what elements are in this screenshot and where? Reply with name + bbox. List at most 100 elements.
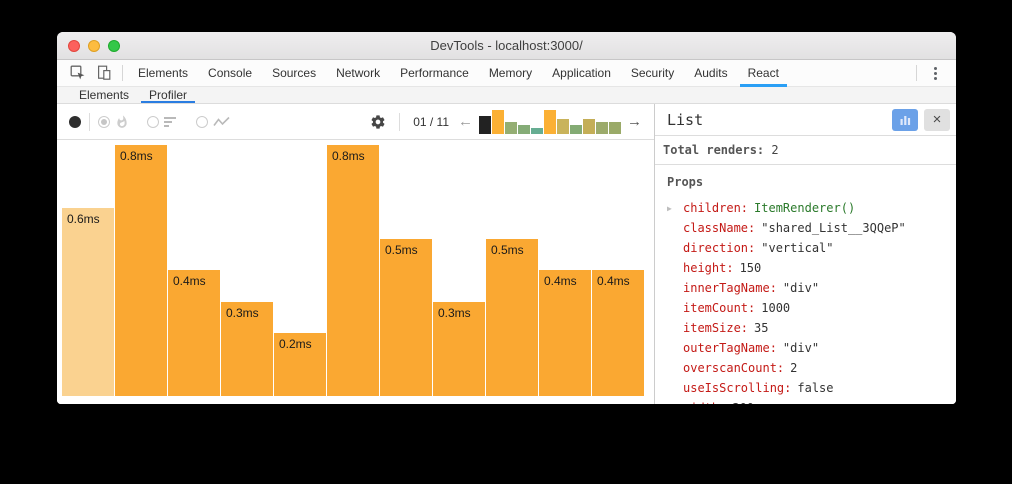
prop-key: innerTagName: xyxy=(683,281,777,295)
commit-minibar-10[interactable] xyxy=(596,121,608,134)
ranked-view-option[interactable] xyxy=(147,115,178,128)
prev-commit-button[interactable]: ← xyxy=(458,113,473,130)
prop-row-innerTagName: innerTagName: "div" xyxy=(667,278,948,298)
props-heading: Props xyxy=(667,175,704,189)
prop-value: "shared_List__3QQeP" xyxy=(761,221,906,235)
commit-bar-duration: 0.3ms xyxy=(226,306,259,320)
prop-row-className: className: "shared_List__3QQeP" xyxy=(667,218,948,238)
profiler-toolbar: 01 / 11 ← → xyxy=(57,104,654,140)
prop-value: 1000 xyxy=(761,301,791,315)
subtab-elements[interactable]: Elements xyxy=(79,88,130,102)
commit-minibar-7[interactable] xyxy=(557,118,569,134)
interactions-radio[interactable] xyxy=(196,115,208,128)
device-toolbar-button[interactable] xyxy=(91,60,117,86)
bar-chart-icon xyxy=(900,115,910,125)
ranked-radio[interactable] xyxy=(147,115,159,128)
minimize-window-button[interactable] xyxy=(88,40,100,52)
close-window-button[interactable] xyxy=(68,40,80,52)
commit-bar-11[interactable]: 0.4ms xyxy=(592,270,644,396)
close-panel-button[interactable]: × xyxy=(924,108,950,131)
commit-bar-6[interactable]: 0.8ms xyxy=(327,145,379,396)
props-section: Props ▶ children: ItemRenderer() className:… xyxy=(655,165,956,404)
tab-audits[interactable]: Audits xyxy=(694,66,728,80)
prop-row-useIsScrolling: useIsScrolling: false xyxy=(667,378,948,398)
settings-gear-icon xyxy=(371,114,385,129)
interactions-view-option[interactable] xyxy=(196,115,230,128)
subtab-profiler[interactable]: Profiler xyxy=(139,87,197,103)
commit-minibar-3[interactable] xyxy=(505,121,517,134)
kebab-menu-icon xyxy=(933,66,937,80)
prop-value: 2 xyxy=(790,361,798,375)
commit-bar-duration: 0.4ms xyxy=(597,274,630,288)
profiler-settings-button[interactable] xyxy=(365,109,391,135)
commit-minibar-5[interactable] xyxy=(531,127,543,134)
prop-row-height: height: 150 xyxy=(667,258,948,278)
commit-bar-3[interactable]: 0.4ms xyxy=(168,270,220,396)
expand-arrow-icon[interactable]: ▶ xyxy=(667,203,672,213)
zoom-window-button[interactable] xyxy=(108,40,120,52)
record-icon[interactable] xyxy=(69,115,81,128)
commit-minibar-8[interactable] xyxy=(570,124,582,134)
commit-bar-4[interactable]: 0.3ms xyxy=(221,302,273,396)
profiler-content: 01 / 11 ← → 0.6ms 0.8ms 0.4ms 0.3ms 0.2ms 0.8… xyxy=(57,104,956,404)
prop-row-children: ▶ children: ItemRenderer() xyxy=(667,198,948,218)
prop-value: ItemRenderer() xyxy=(754,201,856,215)
tab-memory[interactable]: Memory xyxy=(488,66,533,80)
traffic-lights xyxy=(68,40,120,52)
commit-bar-1[interactable]: 0.6ms xyxy=(62,208,114,396)
prop-key: useIsScrolling: xyxy=(683,381,792,395)
flame-icon xyxy=(117,114,127,128)
prop-key: direction: xyxy=(683,241,756,255)
profiler-toolbar-divider xyxy=(89,112,90,131)
commit-bar-10[interactable]: 0.4ms xyxy=(539,270,591,396)
commit-bar-7[interactable]: 0.5ms xyxy=(380,239,432,396)
inspect-element-button[interactable] xyxy=(65,60,91,86)
commit-minibar-2[interactable] xyxy=(492,109,504,134)
prop-row-outerTagName: outerTagName: "div" xyxy=(667,338,948,358)
commit-bar-2[interactable]: 0.8ms xyxy=(115,145,167,396)
toolbar-divider-right xyxy=(916,65,917,81)
commit-bar-duration: 0.2ms xyxy=(279,337,312,351)
prop-value: 150 xyxy=(739,261,762,275)
tab-application[interactable]: Application xyxy=(552,66,611,80)
prop-value: "vertical" xyxy=(761,241,834,255)
component-chart-button[interactable] xyxy=(892,108,918,131)
devtools-toolbar: Elements Console Sources Network Performance… xyxy=(57,60,956,87)
component-details-panel: List × Total renders: 2 Props ▶ c xyxy=(655,104,956,404)
commit-bar-5[interactable]: 0.2ms xyxy=(274,333,326,396)
ranked-icon xyxy=(164,116,176,127)
tab-react[interactable]: React xyxy=(738,60,789,87)
profiler-toolbar-divider2 xyxy=(399,112,401,131)
commit-minibar-1[interactable] xyxy=(479,115,491,134)
window-titlebar[interactable]: DevTools - localhost:3000/ xyxy=(57,32,956,60)
commit-minibar-4[interactable] xyxy=(518,124,530,134)
tab-sources[interactable]: Sources xyxy=(272,66,317,80)
commit-minichart xyxy=(479,109,621,134)
commit-bar-8[interactable]: 0.3ms xyxy=(433,302,485,396)
commit-minibar-6[interactable] xyxy=(544,109,556,134)
tab-network[interactable]: Network xyxy=(336,66,381,80)
prop-row-direction: direction: "vertical" xyxy=(667,238,948,258)
tab-console[interactable]: Console xyxy=(208,66,253,80)
prop-key: overscanCount: xyxy=(683,361,785,375)
commit-bar-duration: 0.4ms xyxy=(544,274,577,288)
next-commit-button[interactable]: → xyxy=(627,113,642,130)
device-toggle-icon xyxy=(97,65,111,80)
tab-elements[interactable]: Elements xyxy=(138,66,189,80)
prop-key: children: xyxy=(683,201,749,215)
devtools-menu-button[interactable] xyxy=(922,60,948,86)
commit-minibar-11[interactable] xyxy=(609,121,621,134)
devtools-window: DevTools - localhost:3000/ Elements Conso… xyxy=(57,32,956,404)
tab-performance[interactable]: Performance xyxy=(400,66,469,80)
close-icon: × xyxy=(932,111,942,128)
profiler-main-area: 01 / 11 ← → 0.6ms 0.8ms 0.4ms 0.3ms 0.2ms 0.8… xyxy=(57,104,655,404)
prop-value: 300 xyxy=(732,401,754,404)
flamegraph-view-option[interactable] xyxy=(98,114,129,129)
prop-value: "div" xyxy=(782,341,820,355)
commit-bar-9[interactable]: 0.5ms xyxy=(486,239,538,396)
commit-minibar-9[interactable] xyxy=(583,118,595,134)
commit-bar-duration: 0.3ms xyxy=(438,306,471,320)
flamegraph-radio[interactable] xyxy=(98,115,110,128)
react-subtab-strip: Elements Profiler xyxy=(57,87,956,104)
tab-security[interactable]: Security xyxy=(630,66,675,80)
